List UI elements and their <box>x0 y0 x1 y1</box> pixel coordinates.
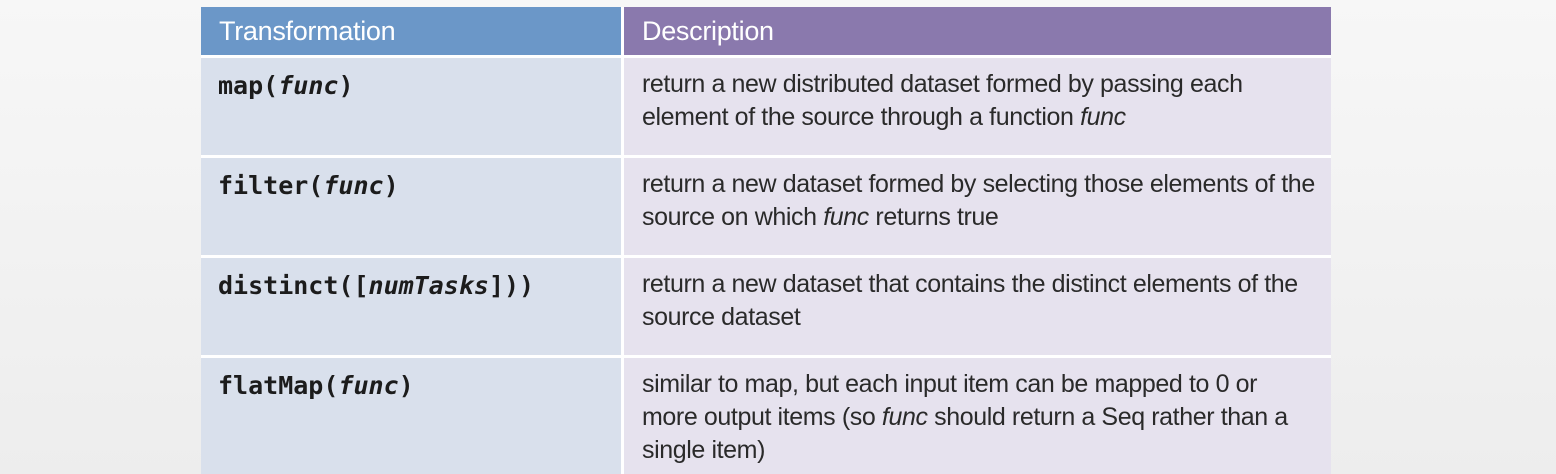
function-close: ) <box>383 171 399 200</box>
function-name: distinct([ <box>218 271 369 300</box>
description-text: return a new dataset formed by selecting… <box>642 170 1315 231</box>
table-header-row: Transformation Description <box>201 7 1331 55</box>
transformation-cell: flatMap(func) <box>201 355 624 474</box>
description-cell: similar to map, but each input item can … <box>624 355 1331 474</box>
description-text: return a new dataset that contains the d… <box>642 270 1298 331</box>
description-text-after: returns true <box>868 203 999 231</box>
function-close: ])) <box>488 271 535 300</box>
header-transformation: Transformation <box>201 7 624 55</box>
description-cell: return a new dataset formed by selecting… <box>624 155 1331 255</box>
function-argument: func <box>338 371 399 400</box>
function-name: flatMap( <box>218 371 339 400</box>
description-cell: return a new dataset that contains the d… <box>624 255 1331 355</box>
transformation-cell: distinct([numTasks])) <box>201 255 624 355</box>
function-close: ) <box>398 371 414 400</box>
function-argument: func <box>323 171 384 200</box>
function-name: map( <box>218 71 279 100</box>
table-row: flatMap(func) similar to map, but each i… <box>201 355 1331 474</box>
function-argument: func <box>278 71 339 100</box>
description-text: similar to map, but each input item can … <box>642 370 1258 431</box>
description-emphasis: func <box>881 403 928 431</box>
header-description: Description <box>624 7 1331 55</box>
transformation-cell: map(func) <box>201 55 624 155</box>
description-emphasis: func <box>823 203 869 231</box>
description-text: return a new distributed dataset formed … <box>642 70 1243 131</box>
function-argument: numTasks <box>368 271 489 300</box>
transformations-table-container: Transformation Description map(func) ret… <box>201 7 1331 474</box>
table-row: filter(func) return a new dataset formed… <box>201 155 1331 255</box>
description-emphasis: func <box>1080 103 1126 131</box>
transformation-cell: filter(func) <box>201 155 624 255</box>
function-name: filter( <box>218 171 324 200</box>
table-row: map(func) return a new distributed datas… <box>201 55 1331 155</box>
function-close: ) <box>338 71 354 100</box>
table-row: distinct([numTasks])) return a new datas… <box>201 255 1331 355</box>
transformations-table: Transformation Description map(func) ret… <box>201 7 1331 474</box>
description-text-after: should return a Seq rather than a single… <box>642 403 1288 464</box>
description-cell: return a new distributed dataset formed … <box>624 55 1331 155</box>
